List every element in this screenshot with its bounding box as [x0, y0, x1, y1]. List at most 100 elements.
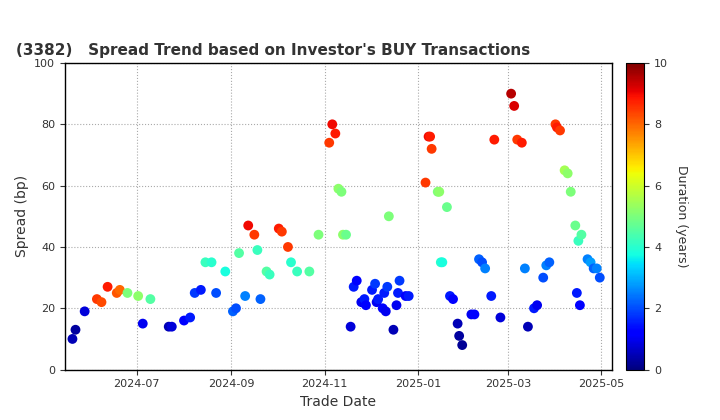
Point — [554, 127, 566, 134]
Point — [210, 290, 222, 297]
Point — [537, 274, 549, 281]
Point — [574, 302, 585, 309]
Point — [435, 259, 446, 265]
Point — [132, 293, 144, 299]
Y-axis label: Spread (bp): Spread (bp) — [14, 175, 29, 257]
Point — [206, 259, 217, 265]
Point — [351, 277, 362, 284]
Point — [480, 265, 491, 272]
Point — [591, 265, 603, 272]
Point — [292, 268, 303, 275]
Point — [392, 290, 404, 297]
Point — [403, 293, 415, 299]
Point — [447, 296, 459, 302]
Point — [426, 145, 437, 152]
Point — [380, 308, 392, 315]
Point — [337, 231, 348, 238]
Point — [485, 293, 497, 299]
Point — [571, 290, 582, 297]
Point — [273, 225, 284, 232]
Point — [179, 317, 190, 324]
Point — [377, 305, 389, 312]
Point — [541, 262, 552, 269]
Point — [562, 170, 573, 177]
Point — [341, 231, 352, 238]
Point — [243, 222, 254, 229]
Point — [166, 323, 178, 330]
X-axis label: Trade Date: Trade Date — [300, 395, 377, 409]
Point — [282, 244, 294, 250]
Point — [582, 256, 593, 262]
Point — [544, 259, 555, 265]
Point — [387, 326, 399, 333]
Point — [111, 290, 122, 297]
Point — [382, 284, 393, 290]
Point — [433, 189, 445, 195]
Point — [189, 290, 200, 297]
Point — [285, 259, 297, 265]
Point — [516, 139, 528, 146]
Point — [79, 308, 91, 315]
Point — [366, 286, 378, 293]
Point — [400, 293, 411, 299]
Point — [511, 136, 523, 143]
Point — [456, 342, 468, 349]
Point — [145, 296, 156, 302]
Text: (3382)   Spread Trend based on Investor's BUY Transactions: (3382) Spread Trend based on Investor's … — [16, 43, 530, 58]
Point — [336, 189, 347, 195]
Point — [391, 302, 402, 309]
Point — [588, 265, 600, 272]
Point — [585, 259, 596, 265]
Point — [371, 299, 382, 305]
Point — [345, 323, 356, 330]
Point — [312, 231, 324, 238]
Point — [441, 204, 453, 210]
Point — [195, 286, 207, 293]
Point — [251, 247, 263, 253]
Point — [594, 274, 606, 281]
Point — [454, 333, 465, 339]
Point — [565, 189, 577, 195]
Point — [531, 302, 543, 309]
Point — [549, 121, 561, 128]
Point — [477, 259, 488, 265]
Point — [348, 284, 359, 290]
Point — [432, 189, 444, 195]
Point — [233, 250, 245, 257]
Point — [436, 259, 448, 265]
Point — [230, 305, 242, 312]
Point — [423, 133, 434, 140]
Point — [379, 290, 390, 297]
Point — [420, 179, 431, 186]
Point — [137, 320, 148, 327]
Point — [91, 296, 103, 302]
Point — [452, 320, 464, 327]
Point — [495, 314, 506, 321]
Point — [199, 259, 211, 265]
Point — [255, 296, 266, 302]
Point — [469, 311, 480, 318]
Point — [508, 102, 520, 109]
Point — [276, 228, 287, 235]
Point — [96, 299, 107, 305]
Point — [330, 130, 341, 137]
Point — [220, 268, 231, 275]
Point — [333, 185, 344, 192]
Y-axis label: Duration (years): Duration (years) — [675, 165, 688, 268]
Point — [444, 293, 456, 299]
Point — [572, 237, 584, 244]
Point — [163, 323, 174, 330]
Point — [372, 296, 384, 302]
Point — [489, 136, 500, 143]
Point — [184, 314, 196, 321]
Point — [528, 305, 540, 312]
Point — [67, 336, 78, 342]
Point — [383, 213, 395, 220]
Point — [473, 256, 485, 262]
Point — [228, 308, 239, 315]
Point — [360, 302, 372, 309]
Point — [570, 222, 581, 229]
Point — [122, 290, 133, 297]
Point — [240, 293, 251, 299]
Point — [522, 323, 534, 330]
